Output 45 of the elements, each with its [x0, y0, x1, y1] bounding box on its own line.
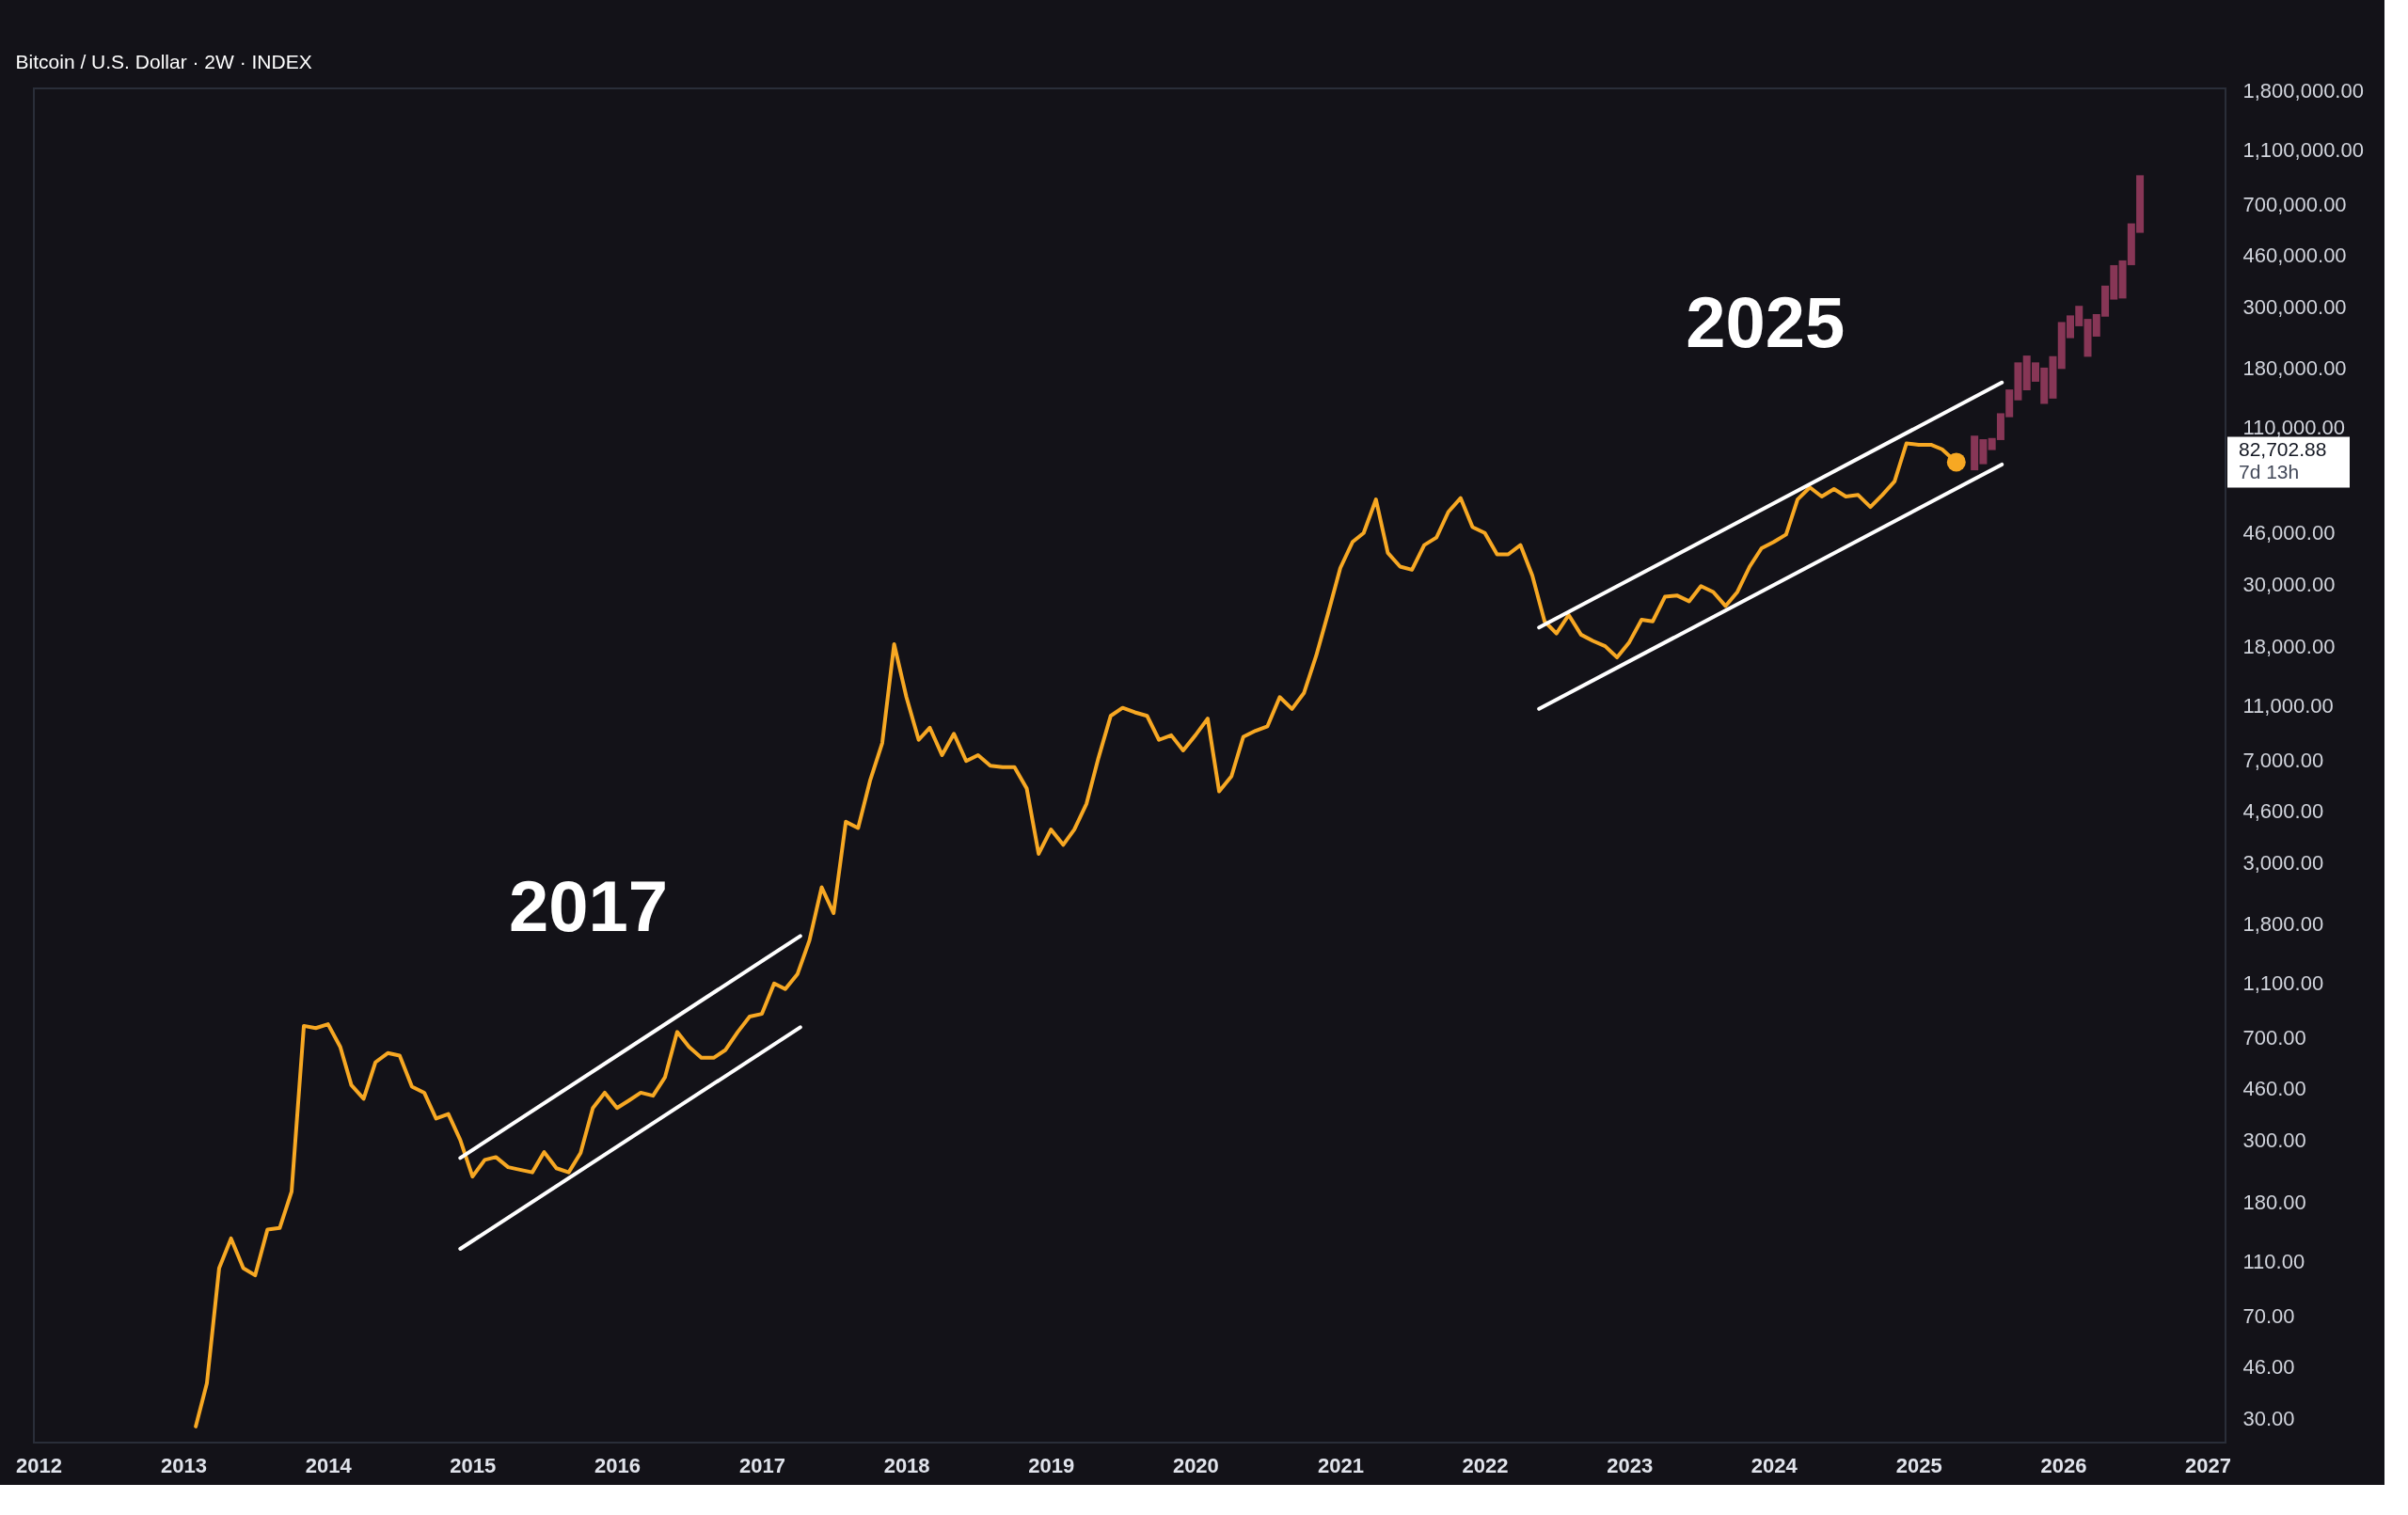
- y-tick-label: 7,000.00: [2242, 748, 2324, 772]
- y-tick-label: 110.00: [2242, 1249, 2305, 1273]
- y-tick-label: 1,100.00: [2242, 971, 2324, 996]
- x-tick-label: 2024: [1751, 1453, 1798, 1477]
- y-tick-label: 11,000.00: [2242, 693, 2334, 718]
- x-tick-label: 2023: [1607, 1453, 1654, 1477]
- chart-title: Bitcoin / U.S. Dollar · 2W · INDEX: [15, 51, 312, 73]
- x-tick-label: 2019: [1028, 1453, 1075, 1477]
- x-tick-label: 2027: [2185, 1453, 2232, 1477]
- y-tick-label: 30,000.00: [2242, 573, 2336, 597]
- y-tick-label: 3,000.00: [2242, 850, 2324, 875]
- y-tick-label: 460.00: [2242, 1077, 2306, 1101]
- x-tick-label: 2020: [1172, 1453, 1219, 1477]
- x-tick-label: 2013: [161, 1453, 208, 1477]
- text: 7d 13h: [2239, 461, 2300, 483]
- y-tick-label: 30.00: [2242, 1406, 2295, 1430]
- y-tick-label: 46.00: [2242, 1354, 2295, 1379]
- annotation: 2017: [508, 865, 669, 946]
- y-tick-label: 700,000.00: [2242, 192, 2347, 216]
- y-tick-label: 70.00: [2242, 1303, 2295, 1328]
- x-tick-label: 2021: [1317, 1453, 1364, 1477]
- y-tick-label: 180,000.00: [2242, 356, 2347, 381]
- x-tick-label: 2017: [739, 1453, 785, 1477]
- y-tick-label: 180.00: [2242, 1190, 2306, 1214]
- x-tick-label: 2022: [1462, 1453, 1509, 1477]
- x-tick-label: 2026: [2040, 1453, 2087, 1477]
- y-tick-label: 300.00: [2242, 1128, 2306, 1153]
- y-tick-label: 110,000.00: [2242, 416, 2345, 440]
- x-tick-label: 2015: [450, 1453, 497, 1477]
- y-tick-label: 460,000.00: [2242, 243, 2347, 267]
- x-tick-label: 2012: [16, 1453, 63, 1477]
- y-tick-label: 1,800.00: [2242, 912, 2324, 937]
- text: 82,702.88: [2239, 438, 2327, 461]
- y-tick-label: 4,600.00: [2242, 798, 2324, 823]
- x-tick-label: 2025: [1895, 1453, 1942, 1477]
- y-tick-label: 300,000.00: [2242, 294, 2347, 319]
- y-tick-label: 46,000.00: [2242, 521, 2336, 545]
- y-tick-label: 1,100,000.00: [2242, 137, 2364, 162]
- x-tick-label: 2014: [305, 1453, 353, 1477]
- x-tick-label: 2016: [594, 1453, 641, 1477]
- x-tick-label: 2018: [883, 1453, 930, 1477]
- y-tick-label: 18,000.00: [2242, 634, 2336, 658]
- y-tick-label: 700.00: [2242, 1026, 2306, 1050]
- y-tick-label: 1,800,000.00: [2242, 78, 2364, 103]
- annotation: 2025: [1686, 282, 1846, 362]
